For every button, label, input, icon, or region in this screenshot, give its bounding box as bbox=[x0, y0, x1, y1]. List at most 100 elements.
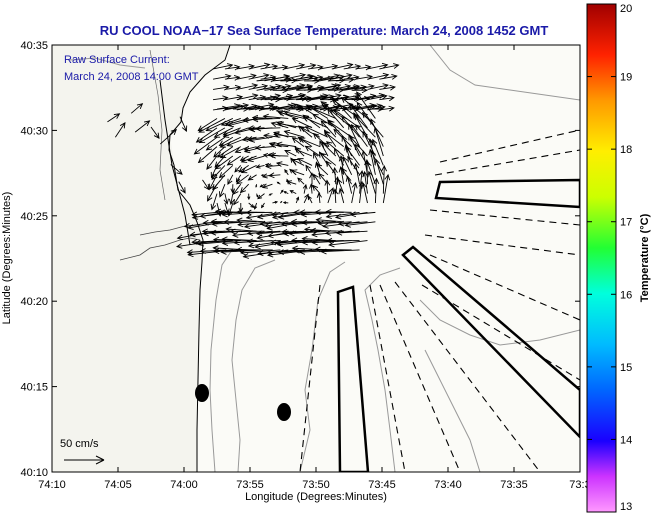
arrow-head bbox=[315, 217, 322, 223]
arrow-shaft bbox=[266, 164, 281, 167]
arrow-shaft bbox=[278, 123, 305, 129]
arrow-shaft bbox=[307, 106, 336, 119]
arrow-shaft bbox=[248, 63, 270, 70]
arrow-head bbox=[314, 77, 321, 84]
arrow-head bbox=[347, 155, 353, 163]
arrow-shaft bbox=[303, 184, 307, 194]
arrow-head bbox=[214, 161, 221, 168]
y-tick-label: 40:35 bbox=[20, 40, 48, 52]
current-arrow bbox=[275, 141, 297, 148]
arrow-shaft bbox=[234, 165, 242, 173]
arrow-head bbox=[219, 152, 227, 159]
arrow-head bbox=[226, 159, 234, 166]
arrow-shaft bbox=[321, 141, 337, 157]
arrow-shaft bbox=[313, 174, 321, 185]
current-arrow bbox=[150, 126, 160, 140]
arrow-shaft bbox=[238, 165, 249, 173]
arrow-head bbox=[212, 236, 220, 243]
arrow-head bbox=[197, 240, 205, 247]
current-arrow bbox=[325, 160, 337, 176]
arrow-shaft bbox=[355, 95, 376, 101]
current-arrow bbox=[212, 174, 226, 191]
current-arrow bbox=[314, 246, 352, 253]
current-arrow bbox=[259, 183, 265, 188]
arrow-shaft bbox=[247, 230, 281, 234]
current-arrow bbox=[198, 118, 226, 133]
arrow-shaft bbox=[216, 202, 221, 217]
arrow-head bbox=[298, 137, 306, 143]
x-tick-label: 73:50 bbox=[302, 479, 330, 491]
arrow-head bbox=[255, 164, 261, 169]
map-layer bbox=[52, 45, 580, 472]
arrow-head bbox=[191, 214, 199, 220]
arrow-shaft bbox=[238, 221, 273, 226]
current-arrow bbox=[308, 195, 313, 204]
current-arrow bbox=[325, 237, 360, 244]
arrow-head bbox=[243, 105, 250, 112]
current-arrow bbox=[379, 105, 395, 112]
isobath-2 bbox=[231, 259, 276, 472]
arrow-shaft bbox=[271, 211, 297, 216]
arrow-shaft bbox=[170, 164, 183, 175]
arrow-shaft bbox=[280, 94, 306, 101]
arrow-shaft bbox=[224, 76, 240, 80]
arrow-head bbox=[268, 172, 275, 179]
arrow-shaft bbox=[313, 133, 329, 147]
current-arrow bbox=[275, 161, 289, 167]
arrow-head bbox=[277, 121, 285, 128]
arrow-head bbox=[276, 181, 280, 185]
current-arrow bbox=[309, 227, 344, 234]
current-arrow bbox=[379, 84, 396, 91]
arrow-head bbox=[269, 239, 277, 246]
arrow-head bbox=[335, 93, 342, 100]
arrow-shaft bbox=[362, 183, 368, 204]
arrow-shaft bbox=[274, 133, 297, 138]
current-arrow bbox=[331, 73, 353, 80]
x-tick-label: 73:3 bbox=[569, 479, 590, 491]
arrow-shaft bbox=[319, 65, 338, 70]
arrow-head bbox=[327, 75, 335, 82]
arrow-head bbox=[262, 113, 269, 120]
arrow-head bbox=[297, 177, 303, 183]
current-arrow bbox=[313, 173, 321, 185]
current-arrow bbox=[297, 158, 313, 166]
arrow-shaft bbox=[343, 87, 359, 90]
arrow-head bbox=[336, 178, 343, 185]
arrow-head bbox=[300, 211, 307, 218]
arrow-head bbox=[379, 104, 386, 111]
arrow-head bbox=[136, 103, 144, 110]
arrow-head bbox=[286, 180, 292, 186]
arrow-shaft bbox=[199, 127, 226, 144]
arrow-head bbox=[391, 74, 398, 80]
arrow-shaft bbox=[206, 118, 234, 132]
arrow-head bbox=[280, 189, 284, 193]
arrow-shaft bbox=[224, 193, 228, 204]
arrow-head bbox=[318, 172, 325, 180]
current-arrow bbox=[224, 74, 241, 81]
arrow-head bbox=[277, 249, 284, 256]
x-axis: 74:10 74:05 74:00 73:55 73:50 73:45 73:40 73:35… bbox=[38, 45, 591, 491]
current-arrow bbox=[213, 146, 226, 158]
arrow-shaft bbox=[212, 86, 229, 90]
arrow-head bbox=[240, 167, 248, 174]
arrow-shaft bbox=[248, 240, 289, 247]
arrow-shaft bbox=[114, 122, 126, 138]
arrow-head bbox=[256, 234, 263, 241]
arrow-shaft bbox=[355, 104, 377, 111]
arrow-head bbox=[298, 62, 306, 69]
arrow-head bbox=[381, 165, 388, 172]
x-tick-label: 74:00 bbox=[170, 479, 198, 491]
arrow-shaft bbox=[345, 221, 376, 226]
arrow-head bbox=[309, 63, 317, 69]
colorbar-tick-label: 20 bbox=[620, 3, 632, 15]
arrow-shaft bbox=[326, 161, 337, 176]
x-tick-label: 74:05 bbox=[104, 479, 132, 491]
current-arrow bbox=[343, 95, 360, 102]
arrow-head bbox=[325, 213, 333, 220]
arrow-head bbox=[257, 250, 264, 257]
arrow-head bbox=[210, 218, 217, 225]
isobath-1 bbox=[209, 249, 233, 472]
current-arrow bbox=[327, 102, 354, 110]
arrow-shaft bbox=[284, 149, 297, 157]
river bbox=[119, 237, 201, 261]
